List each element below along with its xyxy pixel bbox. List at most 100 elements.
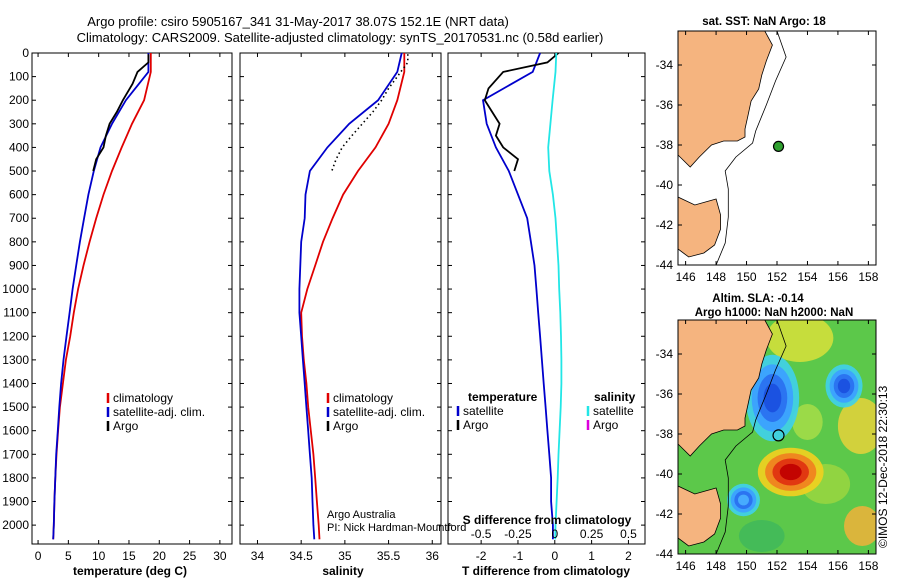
sla-patch bbox=[766, 320, 834, 362]
depth-tick-label: 1600 bbox=[2, 424, 29, 438]
sla-low-feature bbox=[738, 494, 749, 506]
depth-tick-label: 0 bbox=[22, 46, 29, 60]
difference-panel: -2 -1 0 1 2 -0.5 -0.25 0 0.25 0.5 temperature salin… bbox=[447, 52, 646, 563]
legend-label: satellite bbox=[463, 404, 504, 418]
salinity-panel: 34 34.5 35 35.5 36 climatologysatellite-adj. … bbox=[239, 52, 442, 563]
map-lon-label: 150 bbox=[737, 270, 757, 284]
temperature-xtick-label: 0 bbox=[35, 549, 42, 563]
title-line-1: Argo profile: csiro 5905167_341 31-May-2… bbox=[87, 14, 509, 29]
argo-float-marker bbox=[772, 140, 785, 152]
sla-low-feature bbox=[837, 378, 851, 394]
difference-series-satellite-temperature- bbox=[482, 52, 554, 540]
depth-tick-label: 1900 bbox=[2, 495, 29, 509]
map-lat-label: -34 bbox=[656, 347, 674, 361]
salinity-frame bbox=[239, 52, 442, 545]
tasmania-land bbox=[678, 485, 721, 547]
s-difference-label: S difference from climatology bbox=[463, 513, 632, 527]
depth-tick-label: 1700 bbox=[2, 447, 29, 461]
temperature-xtick-label: 30 bbox=[213, 549, 227, 563]
temperature-xtick-label: 25 bbox=[183, 549, 197, 563]
temperature-xtick-label: 10 bbox=[92, 549, 106, 563]
map-lat-label: -44 bbox=[656, 547, 674, 561]
salinity-xtick-label: 35.5 bbox=[377, 549, 401, 563]
tasmania-land bbox=[678, 196, 721, 258]
depth-tick-label: 1100 bbox=[3, 306, 29, 320]
legend-label: Argo bbox=[113, 419, 139, 433]
depth-tick-label: 900 bbox=[9, 258, 29, 272]
legend-salinity-title: salinity bbox=[594, 390, 636, 404]
salinity-diff-tick-label: -0.5 bbox=[471, 527, 492, 541]
depth-tick-label: 300 bbox=[9, 117, 29, 131]
map-lon-label: 154 bbox=[797, 270, 817, 284]
difference-series-satellite-salinity- bbox=[547, 52, 563, 540]
salinity-series-argo bbox=[331, 54, 409, 172]
salinity-diff-tick-label: 0 bbox=[551, 527, 558, 541]
depth-tick-label: 1000 bbox=[2, 282, 29, 296]
difference-xtick-label: 0 bbox=[551, 549, 558, 563]
depth-tick-label: 200 bbox=[9, 93, 29, 107]
legend-label: satellite-adj. clim. bbox=[113, 405, 205, 419]
depth-tick-label: 800 bbox=[9, 235, 29, 249]
depth-tick-label: 600 bbox=[9, 188, 29, 202]
depth-tick-label: 1400 bbox=[2, 376, 29, 390]
map-lon-label: 148 bbox=[706, 270, 726, 284]
australia-land bbox=[678, 320, 773, 457]
difference-xtick-label: 2 bbox=[625, 549, 632, 563]
map-lat-label: -40 bbox=[656, 467, 674, 481]
legend-label: climatology bbox=[333, 391, 393, 405]
map-lat-label: -38 bbox=[656, 427, 674, 441]
depth-tick-label: 500 bbox=[9, 164, 29, 178]
credit-line-1: Argo Australia bbox=[327, 509, 396, 521]
depth-tick-label: 1200 bbox=[2, 329, 29, 343]
salinity-diff-tick-label: -0.25 bbox=[504, 527, 532, 541]
difference-xtick-label: -2 bbox=[476, 549, 487, 563]
title-line-2: Climatology: CARS2009. Satellite-adjuste… bbox=[77, 30, 604, 45]
sla-patch bbox=[844, 506, 876, 546]
legend-label: Argo bbox=[593, 418, 619, 432]
sla-patch bbox=[837, 398, 876, 454]
sst-map-panel: 146 148 150 152 154 156 158 -34 -36 -38 -40 -42 -44 bbox=[656, 30, 879, 284]
map-lon-label: 158 bbox=[858, 559, 878, 573]
depth-tick-label: 400 bbox=[9, 140, 29, 154]
sla-patch bbox=[738, 520, 785, 552]
depth-tick-label: 700 bbox=[9, 211, 29, 225]
difference-series-argo-temperature- bbox=[483, 52, 560, 172]
map-lat-label: -34 bbox=[656, 58, 674, 72]
legend-temperature-title: temperature bbox=[468, 390, 538, 404]
map-lat-label: -38 bbox=[656, 138, 674, 152]
sla-map-title: Altim. SLA: -0.14 bbox=[712, 293, 804, 305]
map-lon-label: 148 bbox=[706, 559, 726, 573]
map-lon-label: 152 bbox=[767, 559, 787, 573]
difference-xtick-label: 1 bbox=[588, 549, 595, 563]
salinity-xtick-label: 34.5 bbox=[289, 549, 313, 563]
map-lat-label: -36 bbox=[656, 98, 674, 112]
sla-map-subtitle: Argo h1000: NaN h2000: NaN bbox=[695, 307, 854, 319]
legend-label: satellite bbox=[593, 404, 634, 418]
map-lon-label: 146 bbox=[676, 270, 696, 284]
map-lon-label: 150 bbox=[737, 559, 757, 573]
map-lat-label: -42 bbox=[656, 218, 674, 232]
map-lon-label: 154 bbox=[797, 559, 817, 573]
sla-high-feature bbox=[779, 463, 802, 481]
imos-watermark: ©IMOS 12-Dec-2018 22:30:13 bbox=[876, 385, 890, 548]
difference-xtick-label: -1 bbox=[513, 549, 524, 563]
legend-label: climatology bbox=[113, 391, 173, 405]
map-lon-label: 156 bbox=[828, 270, 848, 284]
salinity-xtick-label: 35 bbox=[338, 549, 352, 563]
depth-tick-label: 1500 bbox=[2, 400, 29, 414]
map-lat-label: -44 bbox=[656, 258, 674, 272]
depth-tick-label: 1800 bbox=[2, 471, 29, 485]
isobath-line bbox=[715, 320, 787, 554]
difference-xlabel: T difference from climatology bbox=[462, 564, 630, 578]
credit-line-2: PI: Nick Hardman-Mountford bbox=[327, 522, 466, 534]
temperature-xtick-label: 15 bbox=[122, 549, 136, 563]
legend-label: satellite-adj. clim. bbox=[333, 405, 425, 419]
sla-low-feature bbox=[763, 383, 782, 413]
map-lat-label: -40 bbox=[656, 178, 674, 192]
temperature-xtick-label: 5 bbox=[65, 549, 72, 563]
isobath-line bbox=[715, 31, 787, 265]
difference-frame bbox=[447, 52, 646, 545]
temperature-series-argo bbox=[92, 54, 150, 172]
legend-label: Argo bbox=[333, 419, 359, 433]
salinity-xtick-label: 34 bbox=[251, 549, 265, 563]
